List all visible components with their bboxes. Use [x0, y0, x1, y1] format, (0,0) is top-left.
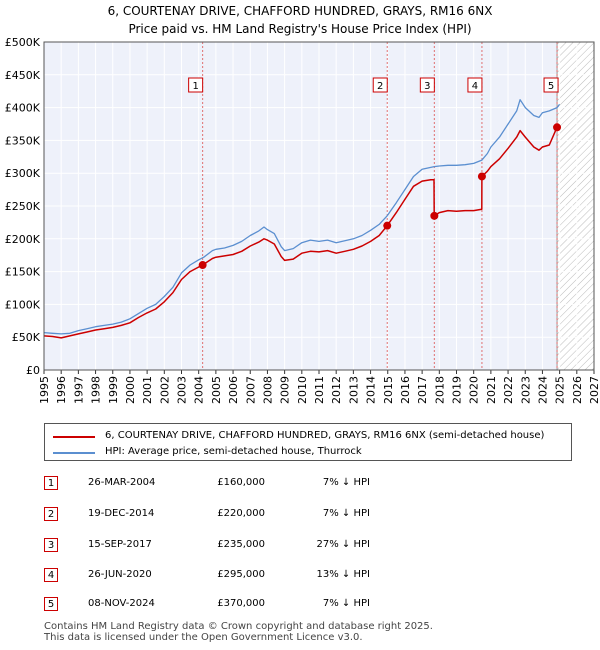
y-tick-label: £100K: [5, 298, 41, 311]
x-tick-label: 2007: [244, 376, 257, 404]
y-tick-label: £400K: [5, 102, 41, 115]
tx-price: £295,000: [217, 569, 265, 580]
x-tick-label: 2022: [502, 376, 515, 404]
y-tick-label: £200K: [5, 233, 41, 246]
x-tick-label: 1997: [72, 376, 85, 404]
tx-price: £160,000: [217, 477, 265, 488]
x-tick-label: 2006: [227, 376, 240, 404]
sale-label: 3: [424, 81, 430, 92]
x-tick-label: 2010: [296, 376, 309, 404]
x-tick-label: 2015: [382, 376, 395, 404]
y-tick-label: £450K: [5, 69, 41, 82]
tx-marker: 2: [44, 507, 58, 521]
x-tick-label: 1998: [90, 376, 103, 404]
hpi-series-line: [43, 99, 561, 335]
tx-date: 15-SEP-2017: [88, 539, 152, 550]
y-tick-label: £150K: [5, 266, 41, 279]
x-tick-label: 2012: [330, 376, 343, 404]
chart-title: 6, COURTENAY DRIVE, CHAFFORD HUNDRED, GR…: [108, 4, 493, 18]
x-tick-label: 2001: [141, 376, 154, 404]
tx-marker: 4: [44, 568, 58, 582]
sale-point: [430, 211, 439, 220]
y-tick-label: £0: [26, 364, 40, 377]
x-tick-label: 2003: [176, 376, 189, 404]
sale-label: 4: [472, 81, 478, 92]
footer-licence: This data is licensed under the Open Gov…: [44, 632, 363, 643]
tx-hpi: 7% ↓ HPI: [322, 508, 370, 519]
x-tick-label: 2009: [279, 376, 292, 404]
x-tick-label: 2013: [347, 376, 360, 404]
footer: Contains HM Land Registry data © Crown c…: [44, 621, 433, 643]
tx-hpi: 27% ↓ HPI: [316, 539, 370, 550]
y-tick-label: £50K: [12, 331, 41, 344]
tx-marker: 3: [44, 538, 58, 552]
sale-label-box: [543, 77, 559, 93]
x-tick-label: 1999: [107, 376, 120, 404]
sale-point: [553, 123, 562, 132]
sale-label: 2: [377, 81, 383, 92]
y-tick-label: £250K: [5, 200, 41, 213]
tx-date: 19-DEC-2014: [88, 508, 155, 519]
x-tick-label: 2017: [416, 376, 429, 404]
legend-label-property: 6, COURTENAY DRIVE, CHAFFORD HUNDRED, GR…: [105, 430, 545, 441]
sale-label-box: [188, 77, 204, 93]
legend: 6, COURTENAY DRIVE, CHAFFORD HUNDRED, GR…: [44, 423, 572, 461]
property-series-line: [43, 125, 560, 339]
chart-subtitle: Price paid vs. HM Land Registry's House …: [128, 22, 471, 36]
sale-label-box: [419, 77, 435, 93]
x-tick-label: 2024: [536, 376, 549, 404]
table-row: 1 26-MAR-2004 £160,000 7% ↓ HPI: [0, 476, 600, 494]
x-tick-label: 2008: [261, 376, 274, 404]
tx-price: £235,000: [217, 539, 265, 550]
tx-hpi: 7% ↓ HPI: [322, 598, 370, 609]
y-tick-label: £300K: [5, 167, 41, 180]
sale-point: [198, 261, 207, 270]
x-tick-label: 2023: [519, 376, 532, 404]
table-row: 5 08-NOV-2024 £370,000 7% ↓ HPI: [0, 597, 600, 615]
legend-swatch-hpi: [53, 452, 95, 454]
sale-point: [477, 172, 486, 181]
sale-label: 1: [192, 81, 198, 92]
x-tick-label: 2026: [571, 376, 584, 404]
x-tick-label: 2005: [210, 376, 223, 404]
x-tick-label: 2019: [451, 376, 464, 404]
sale-label: 5: [548, 81, 554, 92]
tx-date: 26-JUN-2020: [88, 569, 152, 580]
x-tick-label: 2002: [158, 376, 171, 404]
table-row: 3 15-SEP-2017 £235,000 27% ↓ HPI: [0, 538, 600, 556]
price-chart: 6, COURTENAY DRIVE, CHAFFORD HUNDRED, GR…: [5, 4, 600, 404]
legend-label-hpi: HPI: Average price, semi-detached house,…: [105, 446, 362, 457]
tx-marker: 5: [44, 597, 58, 611]
tx-date: 08-NOV-2024: [88, 598, 155, 609]
sale-point: [383, 221, 392, 230]
x-tick-label: 1996: [55, 376, 68, 404]
plot-frame: [43, 41, 595, 371]
y-tick-label: £350K: [5, 134, 41, 147]
y-tick-label: £500K: [5, 36, 41, 49]
sale-label-box: [467, 77, 483, 93]
x-tick-label: 2018: [433, 376, 446, 404]
tx-price: £370,000: [217, 598, 265, 609]
x-tick-label: 2021: [485, 376, 498, 404]
legend-swatch-property: [53, 436, 95, 438]
table-row: 2 19-DEC-2014 £220,000 7% ↓ HPI: [0, 507, 600, 525]
x-tick-label: 2000: [124, 376, 137, 404]
tx-hpi: 7% ↓ HPI: [322, 477, 370, 488]
table-row: 4 26-JUN-2020 £295,000 13% ↓ HPI: [0, 568, 600, 586]
tx-marker: 1: [44, 476, 58, 490]
x-tick-label: 2025: [554, 376, 567, 404]
sale-label-box: [372, 77, 388, 93]
x-tick-label: 2014: [365, 376, 378, 404]
tx-hpi: 13% ↓ HPI: [316, 569, 370, 580]
x-tick-label: 1995: [38, 376, 51, 404]
x-tick-label: 2011: [313, 376, 326, 404]
x-tick-label: 2020: [468, 376, 481, 404]
tx-price: £220,000: [217, 508, 265, 519]
x-tick-label: 2016: [399, 376, 412, 404]
tx-date: 26-MAR-2004: [88, 477, 156, 488]
x-tick-label: 2027: [588, 376, 600, 404]
x-tick-label: 2004: [193, 376, 206, 404]
footer-copyright: Contains HM Land Registry data © Crown c…: [44, 621, 433, 632]
